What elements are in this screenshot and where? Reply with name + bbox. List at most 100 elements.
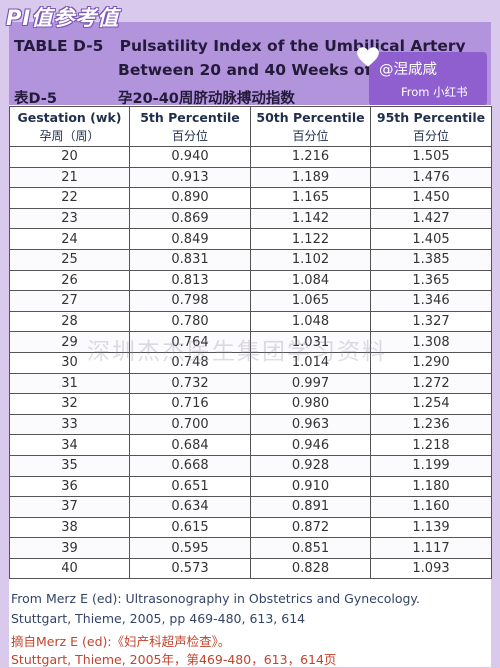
table-row: 23 0.869 1.142 1.427 bbox=[9, 207, 492, 230]
cell-p50: 0.928 bbox=[250, 454, 371, 477]
cell-p50: 0.891 bbox=[250, 496, 371, 518]
cell-p5: 0.668 bbox=[129, 454, 251, 477]
cell-p5: 0.869 bbox=[129, 207, 251, 230]
table-row: 38 0.615 0.872 1.139 bbox=[9, 516, 492, 539]
table-row: 35 0.668 0.928 1.199 bbox=[9, 454, 492, 477]
cell-p5: 0.813 bbox=[129, 269, 251, 292]
cell-gestation-week: 26 bbox=[9, 269, 130, 292]
cell-p95: 1.093 bbox=[370, 557, 492, 580]
cell-p5: 0.573 bbox=[129, 557, 251, 580]
cell-p95: 1.346 bbox=[370, 290, 492, 312]
cell-p95: 1.272 bbox=[370, 372, 492, 395]
cell-p5: 0.798 bbox=[129, 290, 251, 312]
table-row: 34 0.684 0.946 1.218 bbox=[9, 434, 492, 456]
col-header-label: 5th Percentile bbox=[140, 109, 240, 125]
table-row: 31 0.732 0.997 1.272 bbox=[9, 372, 492, 395]
cell-p50: 0.872 bbox=[250, 516, 371, 539]
cell-p5: 0.615 bbox=[129, 516, 251, 539]
cell-p50: 0.828 bbox=[250, 557, 371, 580]
cell-gestation-week: 24 bbox=[9, 228, 130, 250]
table-title-cn: 孕20-40周脐动脉搏动指数 bbox=[118, 91, 295, 105]
table-row: 26 0.813 1.084 1.365 bbox=[9, 269, 492, 292]
col-header-label-cn: 百分位 bbox=[412, 128, 449, 143]
heart-icon bbox=[357, 47, 379, 67]
cell-p95: 1.327 bbox=[370, 310, 492, 333]
table-header-row: Gestation (wk) 孕周（周） 5th Percentile 百分位 50… bbox=[9, 106, 492, 147]
cell-p50: 1.189 bbox=[250, 166, 371, 189]
cell-gestation-week: 22 bbox=[9, 187, 130, 209]
cell-p5: 0.748 bbox=[129, 351, 251, 374]
cell-p95: 1.290 bbox=[370, 351, 492, 374]
cell-p95: 1.450 bbox=[370, 187, 492, 209]
cell-p95: 1.139 bbox=[370, 516, 492, 539]
cell-gestation-week: 35 bbox=[9, 454, 130, 477]
cell-p5: 0.684 bbox=[129, 434, 251, 456]
col-header-p95: 95th Percentile 百分位 bbox=[370, 106, 492, 147]
table-row: 21 0.913 1.189 1.476 bbox=[9, 166, 492, 189]
col-header-p5: 5th Percentile 百分位 bbox=[129, 106, 251, 147]
cell-gestation-week: 23 bbox=[9, 207, 130, 230]
col-header-label-cn: 百分位 bbox=[171, 128, 208, 143]
cell-gestation-week: 28 bbox=[9, 310, 130, 333]
reference-line: Stuttgart, Thieme, 2005, pp 469-480, 613… bbox=[11, 611, 306, 626]
cell-p5: 0.780 bbox=[129, 310, 251, 333]
cell-gestation-week: 38 bbox=[9, 516, 130, 539]
cell-p95: 1.160 bbox=[370, 496, 492, 518]
cell-gestation-week: 27 bbox=[9, 290, 130, 312]
cell-p50: 0.997 bbox=[250, 372, 371, 395]
cell-gestation-week: 30 bbox=[9, 351, 130, 374]
col-header-label-cn: 百分位 bbox=[292, 128, 329, 143]
pulsatility-index-table: Gestation (wk) 孕周（周） 5th Percentile 百分位 50… bbox=[9, 106, 492, 580]
cell-p95: 1.385 bbox=[370, 248, 492, 271]
cell-p50: 0.963 bbox=[250, 413, 371, 436]
cell-p5: 0.700 bbox=[129, 413, 251, 436]
cell-p5: 0.716 bbox=[129, 393, 251, 415]
cell-gestation-week: 31 bbox=[9, 372, 130, 395]
table-header-banner: TABLE D-5 Pulsatility Index of the Umbil… bbox=[9, 22, 491, 105]
cell-p95: 1.308 bbox=[370, 331, 492, 353]
cell-gestation-week: 21 bbox=[9, 166, 130, 189]
cell-p5: 0.831 bbox=[129, 248, 251, 271]
reference-line: From Merz E (ed): Ultrasonography in Obs… bbox=[11, 591, 421, 606]
cell-p95: 1.365 bbox=[370, 269, 492, 292]
cell-gestation-week: 36 bbox=[9, 475, 130, 498]
col-header-label: 50th Percentile bbox=[256, 109, 365, 125]
reference-sheet: TABLE D-5 Pulsatility Index of the Umbil… bbox=[9, 22, 492, 667]
cell-p50: 0.910 bbox=[250, 475, 371, 498]
col-header-p50: 50th Percentile 百分位 bbox=[250, 106, 371, 147]
table-title-en: TABLE D-5 Pulsatility Index of the Umbil… bbox=[14, 37, 466, 55]
table-row: 20 0.940 1.216 1.505 bbox=[9, 146, 492, 168]
cell-p95: 1.218 bbox=[370, 434, 492, 456]
cell-p50: 1.102 bbox=[250, 248, 371, 271]
table-row: 39 0.595 0.851 1.117 bbox=[9, 537, 492, 559]
cell-p5: 0.913 bbox=[129, 166, 251, 189]
cell-gestation-week: 34 bbox=[9, 434, 130, 456]
cell-p95: 1.236 bbox=[370, 413, 492, 436]
cell-p5: 0.890 bbox=[129, 187, 251, 209]
col-header-label: Gestation (wk) bbox=[17, 109, 122, 125]
watermark-source: From 小红书 bbox=[401, 85, 468, 99]
cell-p50: 1.216 bbox=[250, 146, 371, 168]
table-row: 27 0.798 1.065 1.346 bbox=[9, 290, 492, 312]
table-row: 40 0.573 0.828 1.093 bbox=[9, 557, 492, 580]
cell-p50: 1.031 bbox=[250, 331, 371, 353]
table-row: 29 0.764 1.031 1.308 bbox=[9, 331, 492, 353]
cell-p50: 1.065 bbox=[250, 290, 371, 312]
table-row: 24 0.849 1.122 1.405 bbox=[9, 228, 492, 250]
col-header-label-cn: 孕周（周） bbox=[39, 128, 100, 143]
cell-p50: 0.946 bbox=[250, 434, 371, 456]
cell-gestation-week: 25 bbox=[9, 248, 130, 271]
cell-p95: 1.427 bbox=[370, 207, 492, 230]
col-header-gestation: Gestation (wk) 孕周（周） bbox=[9, 106, 130, 147]
table-row: 33 0.700 0.963 1.236 bbox=[9, 413, 492, 436]
table-row: 36 0.651 0.910 1.180 bbox=[9, 475, 492, 498]
col-header-label: 95th Percentile bbox=[376, 109, 486, 125]
cell-p50: 1.048 bbox=[250, 310, 371, 333]
xiaohongshu-watermark: @涅咸咸 From 小红书 bbox=[357, 47, 487, 105]
cell-gestation-week: 32 bbox=[9, 393, 130, 415]
cell-p95: 1.180 bbox=[370, 475, 492, 498]
cell-p95: 1.476 bbox=[370, 166, 492, 189]
table-label-cn: 表D-5 bbox=[14, 91, 57, 105]
table-row: 30 0.748 1.014 1.290 bbox=[9, 351, 492, 374]
reference-line-cn: 摘自Merz E (ed):《妇产科超声检查》。 bbox=[11, 634, 231, 649]
